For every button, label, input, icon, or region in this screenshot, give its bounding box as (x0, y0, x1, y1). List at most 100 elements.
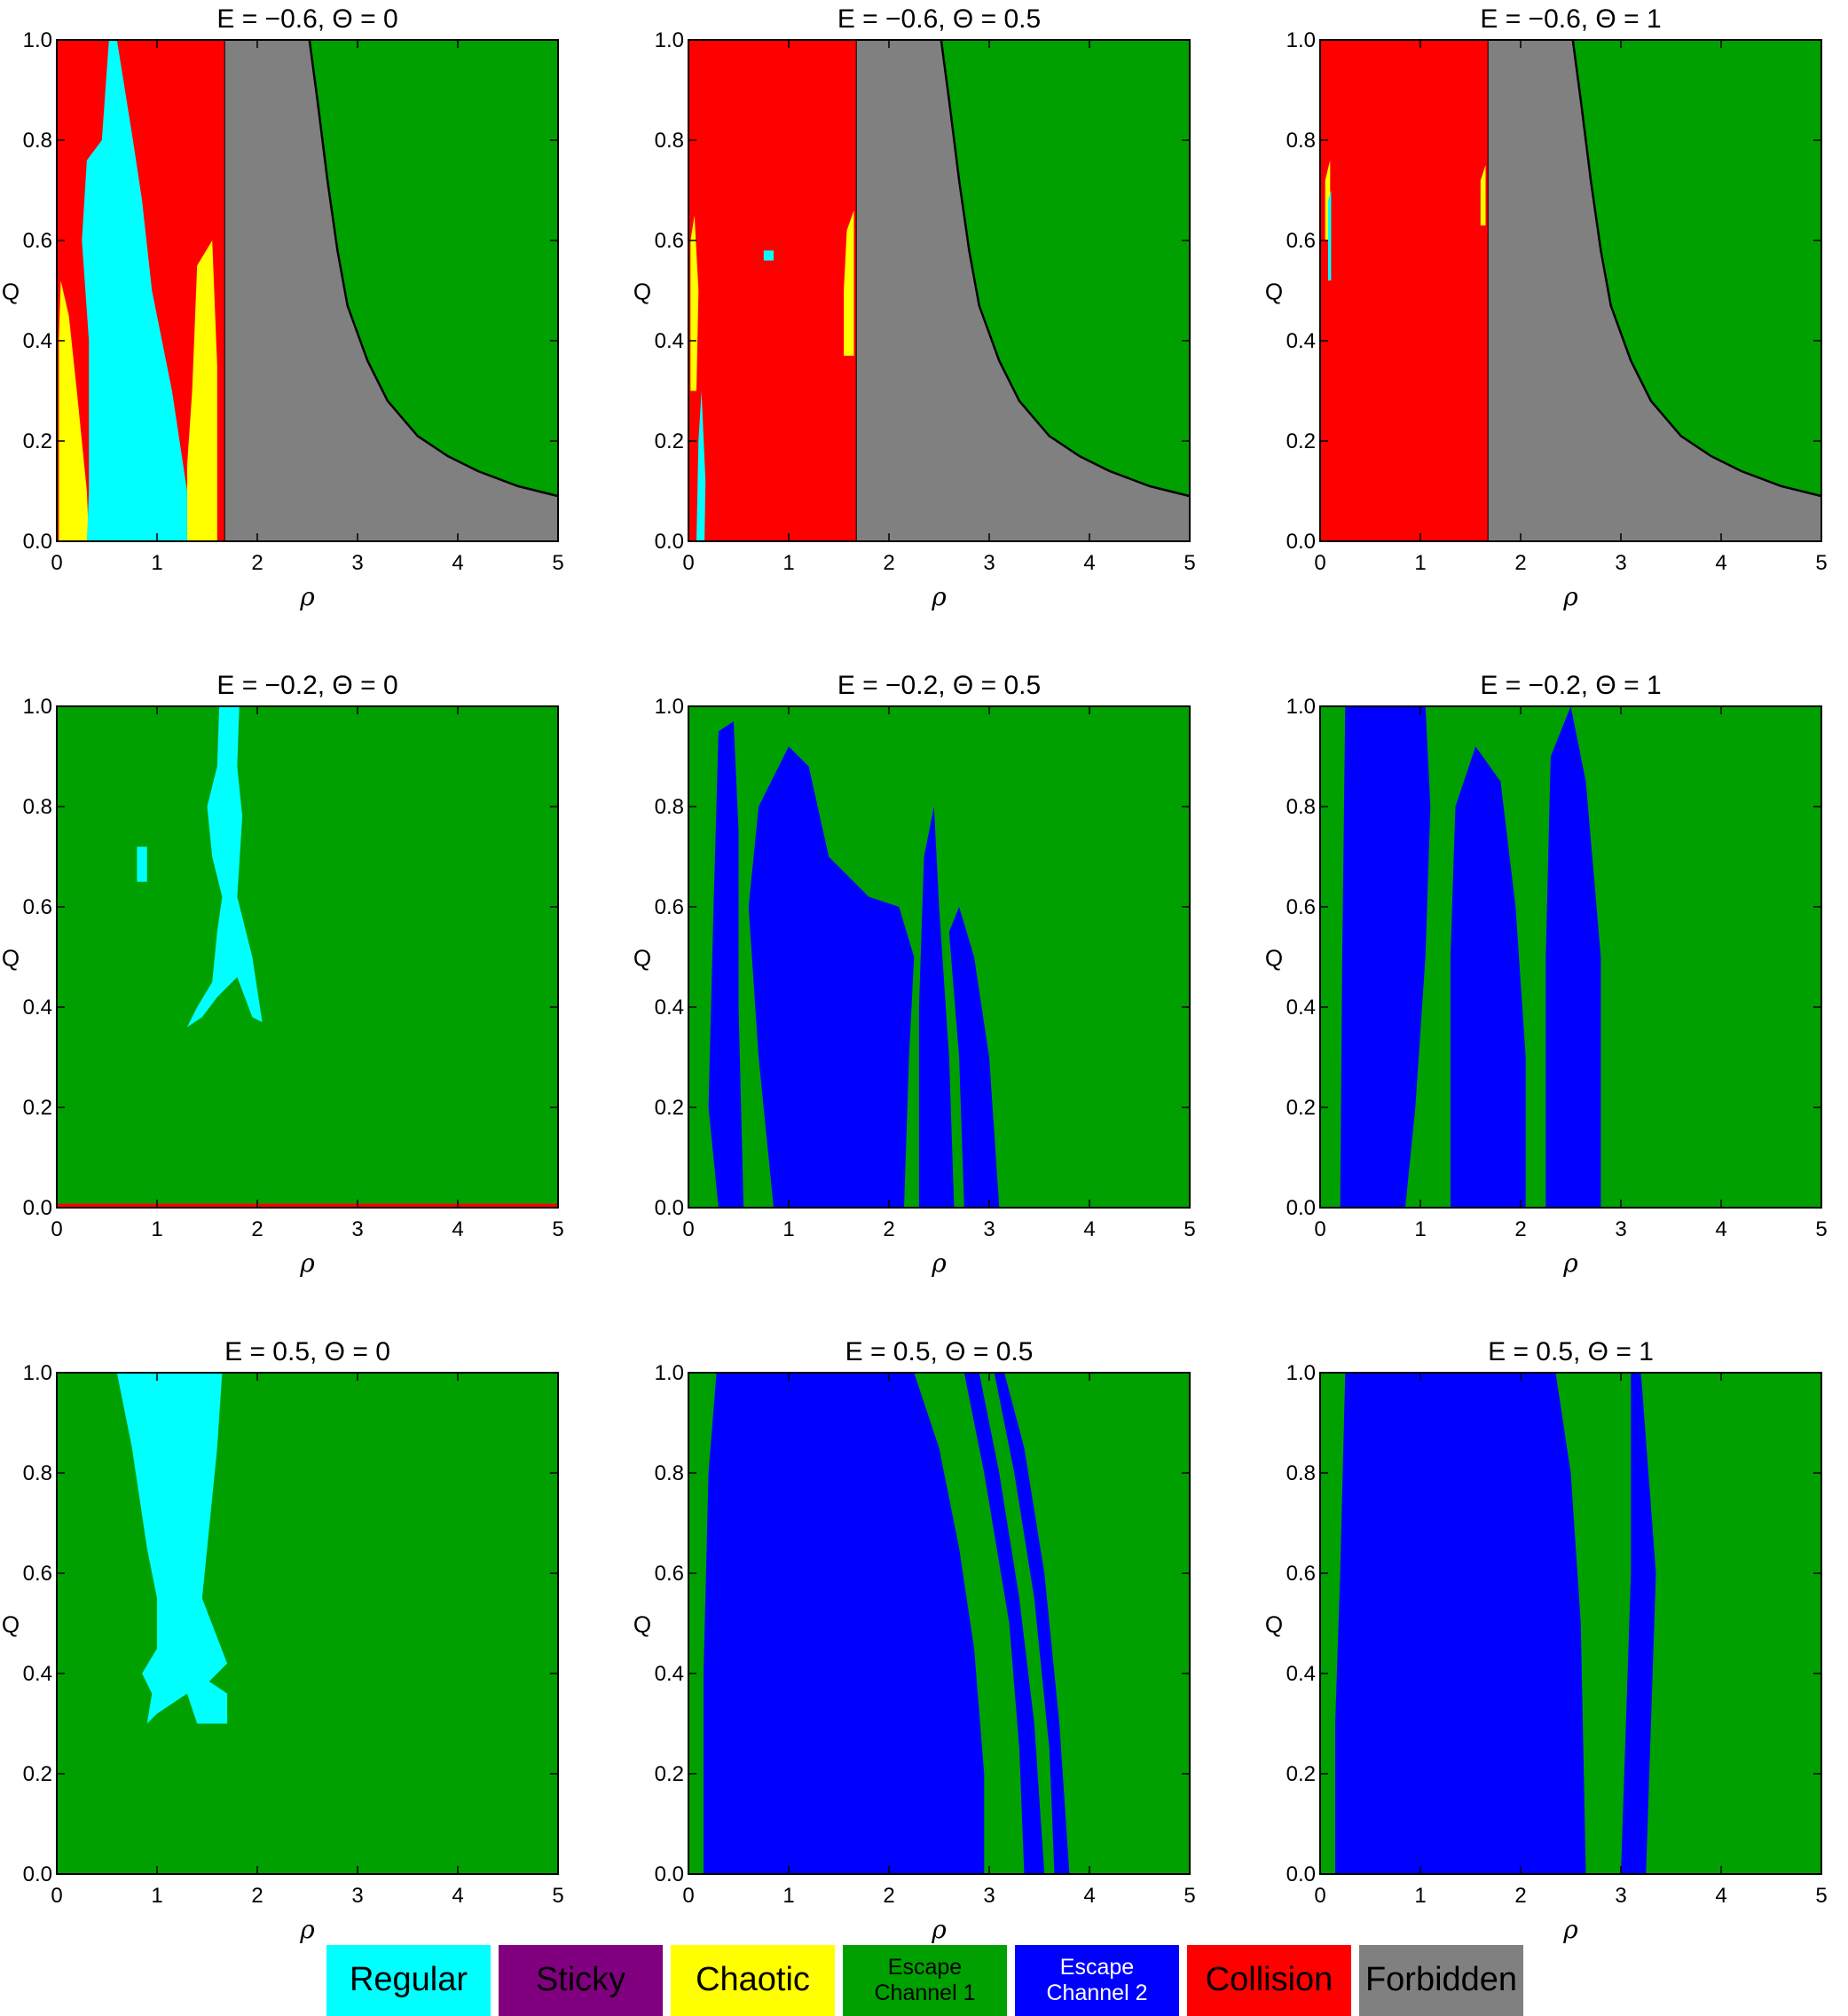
x-tick-label: 0 (1314, 1884, 1325, 1908)
panel-title: E = −0.6, Θ = 0.5 (837, 4, 1041, 34)
regions (688, 40, 1190, 541)
region-forbidden (855, 40, 1190, 541)
x-tick-label: 5 (1184, 551, 1195, 575)
x-tick-label: 0 (1314, 551, 1325, 575)
x-axis-label: ρ (299, 1915, 315, 1944)
y-tick-label: 0.0 (655, 1196, 684, 1220)
x-tick-label: 1 (782, 1884, 794, 1908)
x-tick-label: 5 (552, 551, 563, 575)
legend-label: Regular (349, 1961, 468, 1999)
x-tick-label: 4 (1083, 1217, 1095, 1241)
x-tick-label: 1 (151, 1884, 162, 1908)
panel-title: E = 0.5, Θ = 0.5 (845, 1337, 1034, 1366)
y-axis-label: Q (633, 1611, 651, 1638)
legend-item-sticky: Sticky (499, 1945, 663, 2016)
legend: Regular Sticky Chaotic Escape Channel 1 Escap… (326, 1945, 1526, 2016)
region-forbidden (224, 40, 558, 541)
y-tick-label: 1.0 (1286, 28, 1316, 52)
y-tick-label: 0.8 (655, 129, 684, 153)
region-escape-channel-2 (748, 746, 915, 1208)
region-regular (1328, 190, 1332, 281)
forbidden-boundary-curve (1571, 40, 1821, 498)
y-tick-label: 1.0 (1286, 695, 1316, 719)
y-tick-label: 1.0 (1286, 1361, 1316, 1385)
forbidden-boundary-curve (308, 40, 558, 498)
x-axis-label: ρ (931, 582, 947, 611)
x-tick-label: 1 (151, 1217, 162, 1241)
x-tick-label: 5 (552, 1217, 563, 1241)
y-tick-label: 0.8 (23, 795, 52, 819)
y-tick-label: 0.0 (23, 530, 52, 554)
regions (688, 1373, 1190, 1874)
heatmap-panel: 0 1 2 3 4 5 0.0 0.2 0.4 0.6 0.8 1.0 E = 0.5, Θ = 0.5… (633, 1337, 1196, 1944)
heatmap-panel: 0 1 2 3 4 5 0.0 0.2 0.4 0.6 0.8 1.0 E = −0.6, Θ = 0.… (633, 4, 1196, 611)
y-tick-label: 0.0 (1286, 530, 1316, 554)
region-escape-channel-2 (963, 1373, 1045, 1874)
y-tick-label: 0.2 (655, 429, 684, 453)
region-chaotic (59, 280, 90, 541)
x-tick-label: 2 (883, 1217, 894, 1241)
legend-item-escape-channel-1: Escape Channel 1 (843, 1945, 1007, 2016)
y-tick-label: 0.0 (1286, 1196, 1316, 1220)
y-tick-label: 1.0 (655, 28, 684, 52)
y-tick-label: 0.8 (1286, 129, 1316, 153)
panel-title: E = 0.5, Θ = 0 (224, 1337, 390, 1366)
y-tick-label: 0.4 (1286, 329, 1316, 353)
y-tick-label: 0.8 (23, 1461, 52, 1485)
heatmap-panel: 0 1 2 3 4 5 0.0 0.2 0.4 0.6 0.8 1.0 E = −0.6, Θ = 0 ρ… (2, 4, 564, 611)
x-tick-label: 2 (883, 551, 894, 575)
plot-frame (688, 705, 1191, 1209)
plot-frame (1319, 39, 1822, 542)
y-tick-label: 0.0 (1286, 1862, 1316, 1886)
heatmap-panel: 0 1 2 3 4 5 0.0 0.2 0.4 0.6 0.8 1.0 E = 0.5, Θ = 1 ρ Q (1265, 1337, 1828, 1944)
x-tick-label: 4 (452, 551, 463, 575)
y-tick-label: 0.8 (655, 795, 684, 819)
region-regular (116, 1373, 228, 1724)
region-regular (696, 390, 706, 541)
regions (57, 1373, 558, 1874)
plot-frame (1319, 1372, 1822, 1875)
heatmap-panel: 0 1 2 3 4 5 0.0 0.2 0.4 0.6 0.8 1.0 E = −0.6, Θ = 1 ρ… (1265, 4, 1828, 611)
region-escape-channel-2 (1621, 1373, 1656, 1874)
panel-title: E = −0.2, Θ = 0 (216, 671, 397, 700)
region-regular (186, 706, 263, 1028)
y-tick-label: 0.0 (23, 1196, 52, 1220)
region-escape-channel-2 (948, 907, 1000, 1208)
y-axis-label: Q (633, 279, 651, 305)
legend-label: Forbidden (1364, 1961, 1518, 1999)
panel-title: E = −0.2, Θ = 1 (1480, 671, 1661, 700)
x-tick-label: 3 (983, 1217, 995, 1241)
y-tick-label: 0.2 (23, 1096, 52, 1120)
x-tick-label: 5 (1815, 551, 1827, 575)
y-tick-label: 0.2 (1286, 1762, 1316, 1786)
y-tick-label: 0.0 (23, 1862, 52, 1886)
y-axis-label: Q (2, 279, 20, 305)
x-tick-label: 0 (682, 1217, 694, 1241)
panel-title: E = −0.6, Θ = 1 (1480, 4, 1661, 34)
y-tick-label: 0.8 (655, 1461, 684, 1485)
panel-title: E = 0.5, Θ = 1 (1488, 1337, 1654, 1366)
x-tick-label: 1 (1414, 1884, 1426, 1908)
plot-frame (56, 1372, 559, 1875)
y-tick-label: 0.2 (23, 429, 52, 453)
x-axis-label: ρ (931, 1915, 947, 1944)
y-axis-label: Q (633, 945, 651, 972)
y-tick-label: 0.4 (23, 1662, 52, 1686)
x-tick-label: 3 (351, 1884, 363, 1908)
x-tick-label: 0 (1314, 1217, 1325, 1241)
region-escape-channel-2 (918, 807, 955, 1208)
regions (1320, 706, 1821, 1208)
x-axis-label: ρ (299, 1248, 315, 1278)
x-tick-label: 0 (51, 1884, 62, 1908)
plot-frame (688, 1372, 1191, 1875)
x-tick-label: 3 (1615, 551, 1626, 575)
plot-frame (56, 705, 559, 1209)
y-axis-label: Q (1265, 1611, 1283, 1638)
legend-item-escape-channel-2: Escape Channel 2 (1015, 1945, 1179, 2016)
region-regular (137, 847, 147, 882)
region-collision (688, 40, 856, 541)
y-tick-label: 1.0 (23, 28, 52, 52)
region-escape-channel-2 (1450, 746, 1526, 1208)
panel-title: E = −0.6, Θ = 0 (216, 4, 397, 34)
